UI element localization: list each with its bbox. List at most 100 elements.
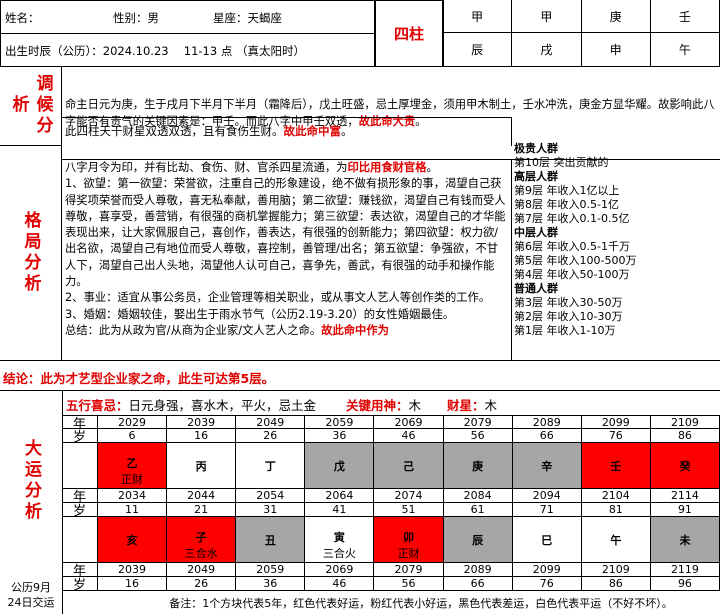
year-cell: 2039 — [98, 563, 168, 577]
year-label: 年 — [62, 563, 98, 579]
luck-char: 庚 — [472, 459, 484, 473]
luck-char: 壬 — [610, 459, 622, 473]
age-cell: 26 — [236, 429, 306, 443]
luck-cell: 壬 — [581, 443, 651, 489]
luck-cell: 巳 — [512, 517, 582, 563]
age-cell: 36 — [305, 429, 375, 443]
age-cell: 26 — [167, 577, 237, 591]
age-label: 岁 — [62, 577, 98, 593]
key-god-value: 木 — [408, 398, 422, 413]
year-cell: 2054 — [236, 489, 306, 503]
geju-marriage: 3、婚姻：婚姻较佳，娶出生于雨水节气（公历2.19-3.20）的女性婚姻最佳。 — [65, 307, 455, 321]
luck-cell: 寅三合火 — [305, 517, 375, 563]
age-cell: 81 — [581, 503, 651, 517]
note: 备注：1个方块代表5年，红色代表好运，粉红代表小好运，黑色代表差运，白色代表平运… — [169, 596, 673, 610]
age-cell: 76 — [512, 577, 582, 591]
age-cell: 51 — [374, 503, 444, 517]
age-cell: 66 — [512, 429, 582, 443]
year-cell: 2089 — [443, 563, 513, 577]
year-cell: 2029 — [98, 416, 168, 429]
wealth-star-value: 木 — [484, 398, 498, 413]
luck-cell: 辛 — [512, 443, 582, 489]
luck-cell: 戊 — [305, 443, 375, 489]
age-cell: 56 — [443, 429, 513, 443]
gender: 性别：男 — [113, 11, 159, 25]
age-cell: 16 — [98, 577, 168, 591]
jiaoyun-date: 公历9月24日交运 — [7, 581, 55, 609]
pillar-branch: 辰 — [443, 33, 513, 66]
blank-cell — [62, 517, 98, 563]
year-cell: 2084 — [443, 489, 513, 503]
luck-cell: 卯正财 — [374, 517, 444, 563]
level-item: 第1层 年收入1-10万 — [514, 324, 616, 337]
age-cell: 31 — [236, 503, 306, 517]
year-cell: 2114 — [650, 489, 720, 503]
tiaohou-label: 调候分析 — [0, 66, 62, 146]
year-cell: 2069 — [305, 563, 375, 577]
level-item: 第8层 年收入0.5-1亿 — [514, 198, 619, 211]
luck-note: 正财 — [397, 546, 420, 560]
luck-cell: 庚 — [443, 443, 513, 489]
pillar-stem: 壬 — [650, 0, 720, 33]
header-row-2: 出生时辰（公历）：2024.10.23 11-13 点 （真太阳时） — [0, 33, 375, 67]
age-cell: 41 — [305, 503, 375, 517]
level-item: 第2层 年收入10-30万 — [514, 310, 623, 323]
luck-cell: 丑 — [236, 517, 306, 563]
year-cell: 2059 — [236, 563, 306, 577]
year-cell: 2109 — [581, 563, 651, 577]
level-item: 第6层 年收入0.5-1千万 — [514, 240, 630, 253]
age-cell: 36 — [236, 577, 306, 591]
dayun-end-years: 年 2039 2049 2059 2069 2079 2089 2099 2109 2119 岁 16… — [62, 563, 720, 593]
geju-intro-end: 。 — [426, 161, 438, 174]
geju-summary: 总结：此为从政为官/从商为企业家/文人艺人之命。 — [65, 323, 322, 337]
year-cell: 2079 — [443, 416, 513, 429]
year-cell: 2109 — [650, 416, 720, 429]
four-pillars: 甲甲庚壬辰戌申午 — [443, 0, 720, 67]
luck-cell: 未 — [650, 517, 720, 563]
zodiac: 星座：天蝎座 — [213, 11, 282, 25]
luck-cell: 乙正财 — [98, 443, 168, 489]
luck-note: 三合火 — [322, 546, 356, 560]
level-item: 第10层 突出贡献的 — [514, 156, 609, 169]
age-cell: 76 — [581, 429, 651, 443]
name-label: 姓名： — [5, 11, 40, 25]
year-label: 年 — [62, 489, 98, 505]
dayun-branches: 年 2034 2044 2054 2064 2074 2084 2094 2104 2114 岁 11… — [62, 489, 720, 563]
luck-char: 癸 — [679, 459, 691, 473]
luck-char: 辛 — [541, 459, 553, 473]
pillar-stem: 甲 — [443, 0, 513, 33]
year-cell: 2099 — [512, 563, 582, 577]
age-cell: 86 — [650, 429, 720, 443]
level-item: 第3层 年收入30-50万 — [514, 296, 623, 309]
age-cell: 56 — [374, 577, 444, 591]
year-label: 年 — [62, 416, 98, 432]
year-cell: 2074 — [374, 489, 444, 503]
level-group-heading: 中层人群 — [514, 226, 558, 239]
age-cell: 96 — [650, 577, 720, 591]
year-cell: 2049 — [236, 416, 306, 429]
year-cell: 2104 — [581, 489, 651, 503]
luck-note: 三合水 — [184, 546, 218, 560]
luck-char: 己 — [402, 459, 414, 473]
luck-cell: 癸 — [650, 443, 720, 489]
geju-intro: 八字月令为印，并有比劫、食伤、财、官杀四星流通，为 — [65, 161, 348, 174]
luck-cell: 丁 — [236, 443, 306, 489]
year-cell: 2064 — [305, 489, 375, 503]
wealth-body: 此四柱天干财星双透双透，且有食伤生财。 — [65, 124, 284, 138]
wuxing-value: 日元身强，喜水木，平火，忌土金 — [128, 398, 317, 413]
luck-cell: 丙 — [167, 443, 237, 489]
pillar-branch: 午 — [651, 33, 720, 66]
luck-cell: 亥 — [98, 517, 168, 563]
luck-char: 亥 — [126, 533, 138, 547]
age-cell: 21 — [167, 503, 237, 517]
luck-char: 卯 — [402, 530, 414, 544]
age-cell: 16 — [167, 429, 237, 443]
age-cell: 61 — [443, 503, 513, 517]
geju-career: 2、事业：适宜从事公务员，企业管理等相关职业，或从事文人艺人等创作类的工作。 — [65, 291, 491, 305]
luck-char: 午 — [610, 533, 622, 547]
wealth-end: 。 — [341, 124, 353, 138]
conclusion: 结论：此为才艺型企业家之命，此生可达第5层。 — [0, 360, 720, 391]
age-cell: 6 — [98, 429, 168, 443]
luck-char: 丁 — [264, 459, 276, 473]
year-cell: 2079 — [374, 563, 444, 577]
